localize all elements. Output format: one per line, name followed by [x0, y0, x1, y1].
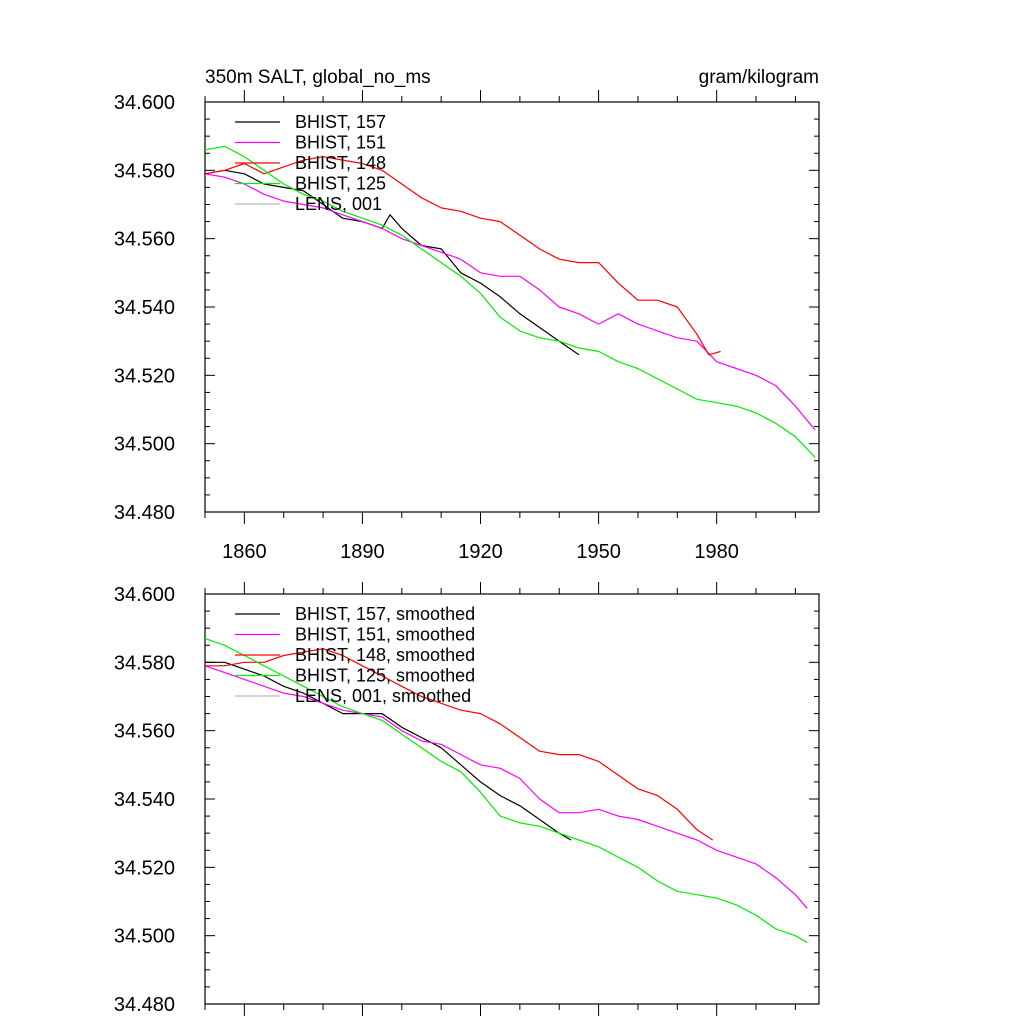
- top-axis-ticks: 34.480 34.500 34.520 34.540 34.560 34.580 34.6…: [114, 90, 819, 563]
- top-chart-units: gram/kilogram: [699, 67, 819, 88]
- legend-label: LENS, 001, smoothed: [295, 686, 471, 706]
- y-tick-label: 34.520: [114, 857, 175, 879]
- y-tick-label: 34.540: [114, 297, 175, 319]
- series-line-bhist-151: [204, 665, 808, 909]
- y-tick-label: 34.480: [114, 502, 175, 524]
- x-tick-label: 1860: [222, 541, 267, 563]
- y-tick-label: 34.580: [114, 652, 175, 674]
- y-tick-label: 34.560: [114, 721, 175, 743]
- y-tick-label: 34.500: [114, 926, 175, 948]
- series-line-bhist-151: [204, 173, 816, 431]
- legend-label: LENS, 001: [295, 194, 382, 214]
- series-line-bhist-125: [204, 145, 816, 458]
- bottom-series-lines: [204, 637, 808, 944]
- y-tick-label: 34.520: [114, 365, 175, 387]
- bottom-panel: 34.480 34.500 34.520 34.540 34.560 34.580 34.6…: [114, 582, 820, 1016]
- legend-label: BHIST, 151: [295, 133, 386, 153]
- y-tick-label: 34.560: [114, 229, 175, 251]
- series-line-bhist-157: [205, 661, 572, 841]
- top-panel: 350m SALT, global_no_ms gram/kilogram 34…: [114, 67, 820, 563]
- legend-label: BHIST, 151, smoothed: [295, 625, 475, 645]
- top-chart-title: 350m SALT, global_no_ms: [205, 67, 431, 88]
- y-tick-label: 34.600: [114, 92, 175, 114]
- legend-label: BHIST, 148, smoothed: [295, 645, 475, 665]
- y-tick-label: 34.540: [114, 789, 175, 811]
- x-tick-label: 1950: [576, 541, 621, 563]
- y-tick-label: 34.480: [114, 994, 175, 1016]
- y-tick-label: 34.500: [114, 434, 175, 456]
- x-tick-label: 1890: [340, 541, 385, 563]
- bottom-axis-ticks: 34.480 34.500 34.520 34.540 34.560 34.580 34.6…: [114, 582, 819, 1016]
- legend-label: BHIST, 148: [295, 153, 386, 173]
- series-line-bhist-125: [204, 637, 808, 944]
- series-line-bhist-157: [204, 169, 580, 356]
- top-series-lines: [204, 145, 816, 458]
- x-tick-label: 1920: [458, 541, 503, 563]
- legend-label: BHIST, 157, smoothed: [295, 604, 475, 624]
- y-tick-label: 34.600: [114, 584, 175, 606]
- series-line-bhist-148: [205, 648, 714, 841]
- y-tick-label: 34.580: [114, 160, 175, 182]
- legend-label: BHIST, 157: [295, 112, 386, 132]
- series-line-bhist-148: [204, 156, 721, 356]
- x-tick-label: 1980: [694, 541, 739, 563]
- legend-label: BHIST, 125: [295, 174, 386, 194]
- legend-label: BHIST, 125, smoothed: [295, 666, 475, 686]
